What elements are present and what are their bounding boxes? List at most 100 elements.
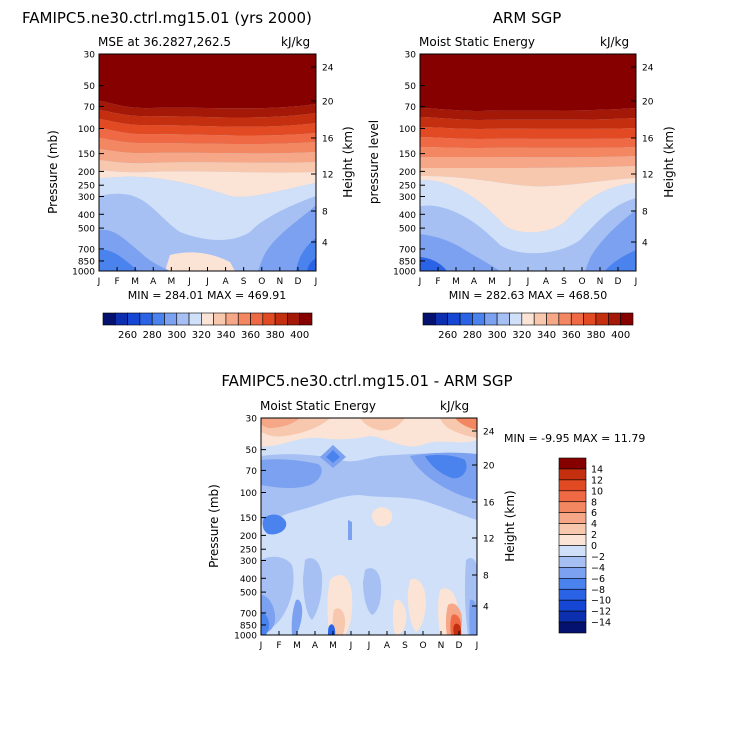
x-tick-label: J bbox=[97, 277, 101, 287]
y-tick-label: 30 bbox=[246, 415, 258, 425]
y-tick-label: 150 bbox=[78, 150, 95, 160]
colorbar-box bbox=[558, 578, 587, 590]
x-tick-label: O bbox=[258, 277, 265, 287]
x-tick-label: A bbox=[312, 641, 319, 651]
panel-obs-title: ARM SGP bbox=[493, 9, 562, 27]
x-tick-label: J bbox=[475, 641, 479, 651]
panel-model-plot-area bbox=[98, 53, 317, 272]
colorbar-box bbox=[558, 534, 587, 546]
y-right-tick-label: 16 bbox=[483, 499, 495, 509]
x-tick-label: N bbox=[597, 277, 604, 287]
x-tick-label: O bbox=[419, 641, 426, 651]
x-tick-label: F bbox=[114, 277, 119, 287]
colorbar-label: −4 bbox=[591, 563, 605, 574]
y-right-tick-label: 12 bbox=[322, 171, 333, 181]
colorbar-label: −6 bbox=[591, 574, 605, 585]
colorbar-box bbox=[558, 545, 587, 557]
colorbar-label: 320 bbox=[512, 330, 531, 341]
colorbar-box bbox=[558, 523, 587, 535]
y-right-tick-label: 20 bbox=[642, 98, 654, 108]
colorbar-box bbox=[127, 312, 141, 326]
y-right-tick-label: 8 bbox=[483, 572, 489, 582]
y-tick-label: 400 bbox=[240, 575, 257, 585]
colorbar-label: 0 bbox=[591, 541, 597, 552]
colorbar-box bbox=[558, 567, 587, 579]
colorbar-box bbox=[583, 312, 597, 326]
y-tick-label: 850 bbox=[78, 257, 95, 267]
y-right-tick-label: 24 bbox=[642, 64, 654, 74]
panel-diff-ylabel: Pressure (mb) bbox=[207, 484, 221, 568]
x-tick-label: M bbox=[131, 277, 139, 287]
x-tick-label: A bbox=[471, 277, 478, 287]
y-tick-label: 200 bbox=[240, 532, 257, 542]
panel-model-title: FAMIPC5.ne30.ctrl.mg15.01 (yrs 2000) bbox=[22, 9, 312, 27]
y-right-tick-label: 24 bbox=[483, 428, 495, 438]
y-tick-label: 250 bbox=[399, 182, 416, 192]
x-tick-label: N bbox=[276, 277, 283, 287]
colorbar-box bbox=[225, 312, 239, 326]
y-right-tick-label: 4 bbox=[322, 239, 328, 249]
y-tick-label: 200 bbox=[399, 168, 416, 178]
colorbar-box bbox=[484, 312, 498, 326]
panel-obs-right-string: kJ/kg bbox=[600, 35, 629, 49]
colorbar-label: 280 bbox=[463, 330, 482, 341]
colorbar-label: 14 bbox=[591, 464, 603, 475]
colorbar-label: −8 bbox=[591, 585, 605, 596]
colorbar-box bbox=[521, 312, 535, 326]
colorbar-box bbox=[262, 312, 276, 326]
colorbar-label: 8 bbox=[591, 497, 597, 508]
panel-obs-stats: MIN = 282.63 MAX = 468.50 bbox=[449, 289, 607, 302]
colorbar-box bbox=[151, 312, 165, 326]
x-tick-label: M bbox=[488, 277, 496, 287]
x-tick-label: M bbox=[452, 277, 460, 287]
x-tick-label: M bbox=[167, 277, 175, 287]
colorbar-box bbox=[558, 556, 587, 568]
y-tick-label: 150 bbox=[399, 150, 416, 160]
panel-diff-axes: J F M A M J J A S O N D J305070100150200250300400500… bbox=[234, 415, 495, 652]
colorbar-box bbox=[607, 312, 621, 326]
y-tick-label: 850 bbox=[399, 257, 416, 267]
panel-model-axes: J F M A M J J A S O N D J305070100150200250300400500… bbox=[72, 51, 334, 288]
y-tick-label: 100 bbox=[240, 489, 257, 499]
colorbar-label: 6 bbox=[591, 508, 597, 519]
panel-diff-left-string: Moist Static Energy bbox=[260, 399, 376, 413]
panel-diff-title: FAMIPC5.ne30.ctrl.mg15.01 - ARM SGP bbox=[221, 372, 512, 390]
y-right-tick-label: 16 bbox=[642, 135, 654, 145]
colorbar-box bbox=[422, 312, 436, 326]
y-tick-label: 700 bbox=[78, 245, 95, 255]
panel-obs-colorbar: 260 280 300 320 340 360 380 400 bbox=[422, 312, 634, 341]
y-right-tick-label: 20 bbox=[483, 462, 495, 472]
y-right-tick-label: 12 bbox=[642, 171, 653, 181]
colorbar-box bbox=[558, 512, 587, 524]
x-tick-label: S bbox=[561, 277, 567, 287]
x-tick-label: J bbox=[187, 277, 191, 287]
y-tick-label: 30 bbox=[84, 51, 96, 61]
y-right-tick-label: 8 bbox=[322, 208, 328, 218]
colorbar-box bbox=[188, 312, 202, 326]
colorbar-box bbox=[546, 312, 560, 326]
panel-model-ylabel-right: Height (km) bbox=[341, 126, 355, 197]
y-tick-label: 100 bbox=[78, 125, 95, 135]
panel-model-ylabel: Pressure (mb) bbox=[46, 130, 60, 214]
x-tick-label: J bbox=[314, 277, 318, 287]
y-tick-label: 300 bbox=[399, 193, 416, 203]
panel-model-right-string: kJ/kg bbox=[281, 35, 310, 49]
x-tick-label: M bbox=[293, 641, 301, 651]
colorbar-box bbox=[558, 468, 587, 481]
colorbar-box bbox=[114, 312, 128, 326]
y-tick-label: 50 bbox=[405, 82, 417, 92]
panel-diff-right-string: kJ/kg bbox=[440, 399, 469, 413]
panel-obs-plot-area bbox=[419, 53, 637, 272]
colorbar-label: 10 bbox=[591, 486, 603, 497]
colorbar-label: 380 bbox=[266, 330, 285, 341]
y-right-tick-label: 8 bbox=[642, 208, 648, 218]
panel-diff: FAMIPC5.ne30.ctrl.mg15.01 - ARM SGP Mois… bbox=[207, 372, 645, 651]
colorbar-box bbox=[595, 312, 609, 326]
panel-obs-ylabel: pressure level bbox=[367, 120, 381, 204]
colorbar-label: 360 bbox=[562, 330, 581, 341]
colorbar-box bbox=[558, 312, 572, 326]
x-tick-label: F bbox=[276, 641, 281, 651]
x-tick-label: J bbox=[634, 277, 638, 287]
colorbar-label: 260 bbox=[118, 330, 137, 341]
